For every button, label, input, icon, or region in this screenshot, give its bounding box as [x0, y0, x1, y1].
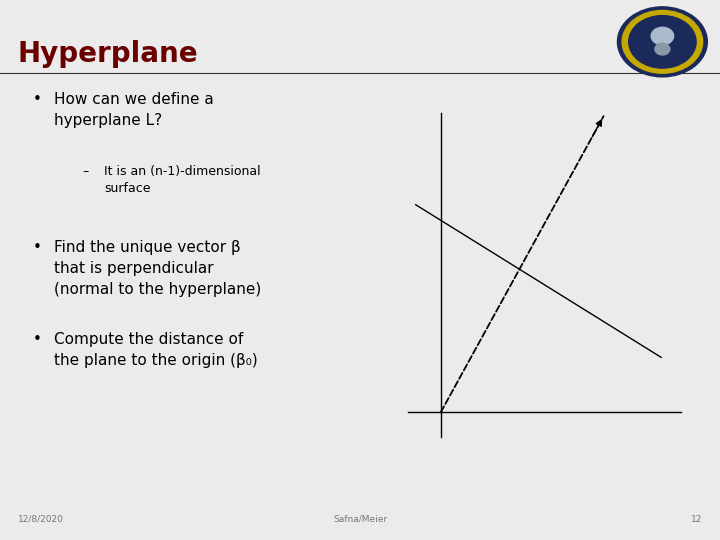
Text: –: – [83, 165, 89, 178]
Circle shape [622, 10, 703, 73]
Circle shape [618, 7, 707, 77]
Circle shape [629, 16, 696, 68]
Text: •: • [32, 332, 41, 347]
Text: Hyperplane: Hyperplane [18, 40, 199, 69]
Text: •: • [32, 92, 41, 107]
Text: 12/8/2020: 12/8/2020 [18, 515, 64, 524]
Text: Safna/Meier: Safna/Meier [333, 515, 387, 524]
Text: How can we define a
hyperplane L?: How can we define a hyperplane L? [54, 92, 214, 128]
Text: Find the unique vector β
that is perpendicular
(normal to the hyperplane): Find the unique vector β that is perpend… [54, 240, 261, 298]
Text: •: • [32, 240, 41, 255]
Text: It is an (n-1)-dimensional
surface: It is an (n-1)-dimensional surface [104, 165, 261, 195]
Text: 12: 12 [690, 515, 702, 524]
Circle shape [655, 43, 670, 55]
Circle shape [651, 27, 674, 45]
Text: Compute the distance of
the plane to the origin (β₀): Compute the distance of the plane to the… [54, 332, 258, 368]
